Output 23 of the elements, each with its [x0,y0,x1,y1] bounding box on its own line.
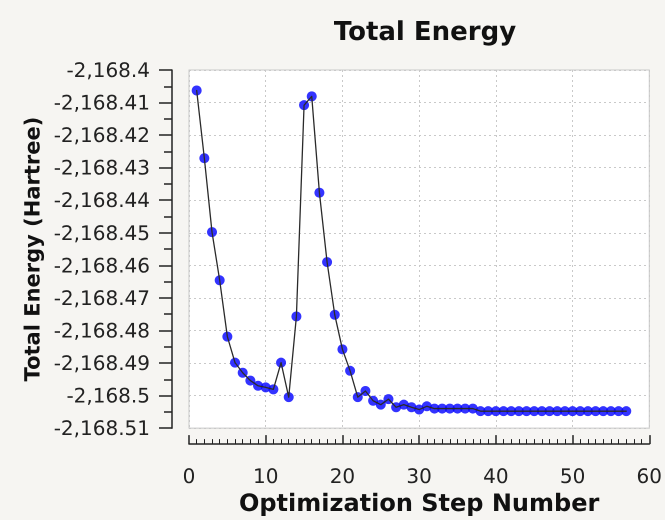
y-tick-label: -2,168.41 [54,90,150,115]
y-tick-label: -2,168.47 [54,286,150,310]
x-tick-label: 10 [252,464,278,488]
x-tick-label: 0 [182,464,196,488]
x-tick-label: 60 [636,464,662,488]
point [192,86,202,96]
x-tick-label: 20 [330,464,356,488]
y-tick-label: -2,168.5 [66,384,150,408]
x-tick-label: 50 [560,464,586,488]
x-axis-title: Optimization Step Number [238,489,600,517]
y-tick-label: -2,168.43 [54,156,150,180]
y-tick-label: -2,168.45 [54,220,150,245]
y-tick-label: -2,168.49 [54,350,150,375]
y-tick-label: -2,168.44 [54,188,150,212]
y-tick-label: -2,168.48 [54,318,150,342]
x-tick-label: 40 [483,464,509,488]
y-axis-title: Total Energy (Hartree) [20,116,44,382]
y-tick-label: -2,168.42 [54,123,150,148]
y-tick-label: -2,168.46 [54,253,150,278]
y-tick-label: -2,168.51 [54,416,150,440]
y-tick-label: -2,168.4 [66,58,150,82]
x-tick-label: 30 [406,464,432,488]
chart-title: Total Energy [334,17,516,47]
